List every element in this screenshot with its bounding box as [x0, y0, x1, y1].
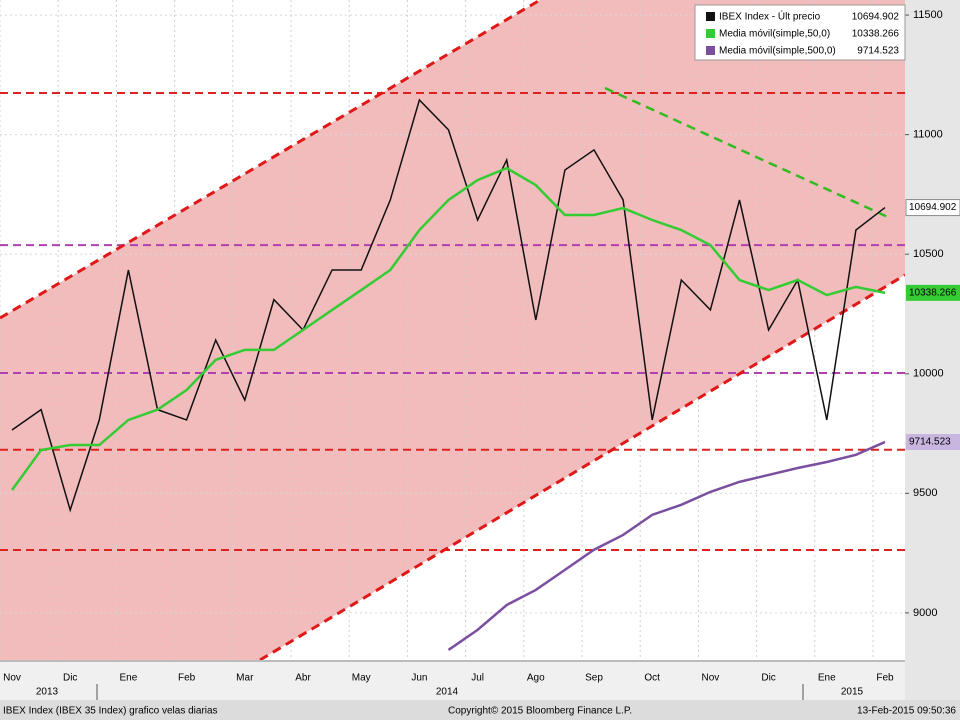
legend-label: IBEX Index - Últ precio: [719, 10, 821, 23]
y-tick-label: 11500: [913, 9, 943, 21]
x-tick-label: May: [352, 673, 371, 684]
legend-swatch: [706, 12, 715, 21]
year-label: 2015: [841, 687, 864, 698]
legend-entries: IBEX Index - Últ precio 10694.902 Media mó…: [706, 10, 899, 57]
x-tick-label: Jul: [471, 673, 484, 684]
last-value-label: 10694.902: [909, 202, 957, 213]
series-line: [10, 166, 886, 491]
legend-value: 10694.902: [852, 12, 900, 23]
channel-lower: [259, 273, 906, 662]
y-tick-label: 10500: [913, 248, 944, 260]
x-tick-label: Sep: [585, 673, 603, 684]
series: [10, 98, 886, 651]
axes: 9000 9500 10000 10500 11000 11500 Nov Dic Ene Feb…: [3, 9, 960, 700]
series-line: [447, 440, 886, 651]
legend-value: 10338.266: [852, 29, 900, 40]
x-tick-label: Dic: [63, 673, 77, 684]
x-tick-label: Ene: [120, 673, 138, 684]
last-value-label: 9714.523: [909, 437, 951, 448]
x-tick-label: Nov: [3, 673, 21, 684]
x-tick-label: Nov: [702, 673, 720, 684]
x-tick-label: Abr: [295, 673, 311, 684]
footer-right: 13-Feb-2015 09:50:36: [857, 706, 956, 717]
footer-panel: [0, 700, 960, 720]
legend-label: Media móvil(simple,500,0): [719, 46, 836, 57]
y-tick-label: 9500: [913, 487, 937, 499]
reference-lines: [0, 92, 905, 551]
legend-label: Media móvil(simple,50,0): [719, 29, 830, 40]
x-tick-label: Ago: [527, 673, 545, 684]
legend: [694, 4, 906, 61]
x-tick-label: Dic: [761, 673, 775, 684]
footer-left: IBEX Index (IBEX 35 Index) grafico velas…: [3, 706, 218, 717]
last-value-tag: [905, 199, 960, 217]
last-value-tag: [906, 434, 960, 451]
y-tick-label: 11000: [913, 129, 943, 141]
x-tick-label: Mar: [236, 673, 254, 684]
legend-value: 9714.523: [857, 46, 899, 57]
legend-swatch: [706, 29, 715, 38]
x-tick-label: Oct: [644, 673, 660, 684]
last-value-label: 10338.266: [909, 288, 957, 299]
x-tick-label: Feb: [178, 673, 196, 684]
y-tick-label: 9000: [913, 607, 937, 619]
x-tick-label: Feb: [876, 673, 894, 684]
last-value-tag: [906, 284, 960, 301]
footer-center: Copyright© 2015 Bloomberg Finance L.P.: [448, 706, 632, 717]
x-tick-label: Ene: [818, 673, 836, 684]
resistance-line: [604, 86, 891, 220]
channel-fill: [0, 0, 905, 660]
year-label: 2014: [436, 687, 459, 698]
y-axis-panel: [905, 0, 960, 700]
x-axis-panel: [0, 660, 905, 700]
y-tick-label: 10000: [913, 368, 944, 380]
x-tick-label: Jun: [411, 673, 427, 684]
year-label: 2013: [36, 687, 59, 698]
legend-swatch: [706, 46, 715, 55]
grid: [0, 0, 905, 660]
